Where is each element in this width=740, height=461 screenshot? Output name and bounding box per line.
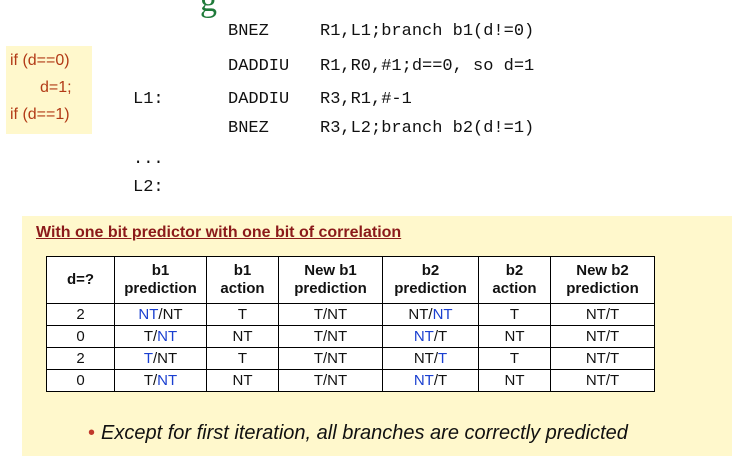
asm-label: ... [133, 150, 164, 169]
cell-new-b2: NT/T [550, 369, 655, 392]
table-row: 0 T/NT NT T/NT NT/T NT NT/T [46, 369, 655, 392]
header-b1-action: b1 action [206, 256, 279, 304]
cell-b1-action: NT [206, 369, 279, 392]
bullet-note: • Except for first iteration, all branche… [88, 422, 628, 445]
header-new-b2-prediction: New b2 prediction [550, 256, 655, 304]
cell-b1-prediction: T/NT [114, 347, 207, 370]
cell-b2-action: NT [478, 369, 551, 392]
cell-new-b1: T/NT [278, 325, 383, 348]
asm-label: L1: [133, 90, 164, 109]
asm-args: R1,R0,#1;d==0, so d=1 [320, 57, 535, 76]
cell-b2-prediction: NT/T [382, 347, 479, 370]
cell-d: 0 [46, 325, 115, 348]
cell-d: 2 [46, 347, 115, 370]
header-d: d=? [46, 256, 115, 304]
c-code-box: if (d==0) d=1; if (d==1) [6, 46, 92, 134]
c-code-line: if (d==0) [10, 52, 70, 69]
asm-label: L2: [133, 178, 164, 197]
asm-args: R3,L2;branch b2(d!=1) [320, 119, 535, 138]
header-b2-prediction: b2 prediction [382, 256, 479, 304]
asm-args: R3,R1,#-1 [320, 90, 412, 109]
table-row: 0 T/NT NT T/NT NT/T NT NT/T [46, 325, 655, 348]
table-row: 2 T/NT T T/NT NT/T T NT/T [46, 347, 655, 370]
cell-d: 2 [46, 303, 115, 326]
cell-d: 0 [46, 369, 115, 392]
cell-b2-action: T [478, 303, 551, 326]
asm-args: R1,L1;branch b1(d!=0) [320, 22, 535, 41]
cell-new-b1: T/NT [278, 303, 383, 326]
header-b1-prediction: b1 prediction [114, 256, 207, 304]
table-row: 2 NT/NT T T/NT NT/NT T NT/T [46, 303, 655, 326]
cell-b1-prediction: NT/NT [114, 303, 207, 326]
bullet-icon: • [88, 422, 96, 444]
cell-b2-prediction: NT/NT [382, 303, 479, 326]
cell-b1-prediction: T/NT [114, 325, 207, 348]
cell-b2-prediction: NT/T [382, 369, 479, 392]
predictor-panel: With one bit predictor with one bit of c… [22, 216, 732, 456]
c-code-line: d=1; [40, 79, 72, 96]
cell-b1-action: NT [206, 325, 279, 348]
cell-new-b1: T/NT [278, 347, 383, 370]
asm-op: DADDIU [228, 57, 290, 76]
cell-new-b2: NT/T [550, 325, 655, 348]
header-new-b1-prediction: New b1 prediction [278, 256, 383, 304]
cell-b2-prediction: NT/T [382, 325, 479, 348]
cell-new-b2: NT/T [550, 303, 655, 326]
cell-new-b1: T/NT [278, 369, 383, 392]
cell-b2-action: NT [478, 325, 551, 348]
title-fragment: g [200, 0, 217, 19]
cell-b1-action: T [206, 347, 279, 370]
asm-op: BNEZ [228, 22, 269, 41]
table-header-row: d=? b1 prediction b1 action New b1 predicti… [46, 256, 655, 304]
header-b2-action: b2 action [478, 256, 551, 304]
note-text: Except for first iteration, all branches… [101, 422, 628, 444]
asm-op: BNEZ [228, 119, 269, 138]
cell-new-b2: NT/T [550, 347, 655, 370]
panel-title: With one bit predictor with one bit of c… [36, 224, 402, 241]
cell-b2-action: T [478, 347, 551, 370]
cell-b1-action: T [206, 303, 279, 326]
c-code-line: if (d==1) [10, 106, 70, 123]
asm-op: DADDIU [228, 90, 290, 109]
prediction-table: d=? b1 prediction b1 action New b1 predicti… [46, 256, 655, 392]
cell-b1-prediction: T/NT [114, 369, 207, 392]
